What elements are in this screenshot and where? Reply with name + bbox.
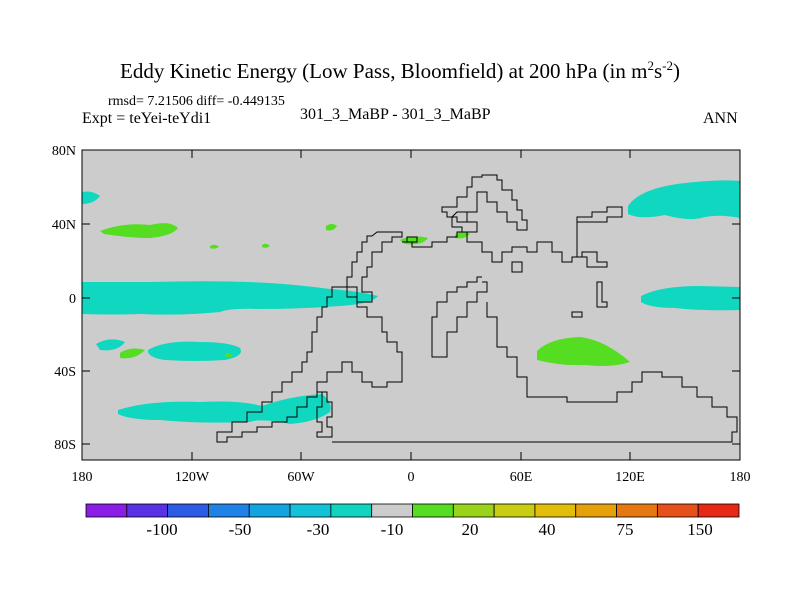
- pos-region-dot-south: [225, 352, 233, 357]
- coast-americas: [216, 231, 403, 443]
- colorbar-label: -50: [229, 520, 252, 539]
- xtick-label: 180: [72, 470, 93, 485]
- pos-region-black-sea: [455, 231, 470, 239]
- xtick-label: 120E: [615, 470, 645, 485]
- colorbar-box: [534, 503, 577, 518]
- colorbar-label: -100: [146, 520, 177, 539]
- colorbar-box: [371, 503, 413, 518]
- colorbar-label: 40: [539, 520, 556, 539]
- colorbar-box: [616, 503, 658, 518]
- colorbar-box: [452, 503, 495, 518]
- ytick-label: 80S: [54, 438, 76, 453]
- neg-region-small-south: [96, 339, 125, 351]
- coast-africa-south: [431, 276, 488, 358]
- pos-region-dot-west: [210, 244, 219, 249]
- ytick-label: 80N: [52, 144, 76, 159]
- colorbar-box: [208, 503, 250, 518]
- neg-region-midlat-south: [148, 341, 241, 361]
- coast-africa-east: [332, 302, 738, 443]
- colorbar-label: 20: [462, 520, 479, 539]
- coast-greenland: [451, 211, 478, 233]
- experiment-label: Expt = teYei-teYdi1: [82, 110, 212, 127]
- stats-label: rmsd= 7.21506 diff= -0.449135: [108, 94, 285, 109]
- neg-region-east-pacific-north: [628, 180, 740, 220]
- xtick-label: 0: [408, 470, 415, 485]
- pos-region-north-pacific: [100, 223, 178, 238]
- pos-region-indian-ocean: [537, 337, 630, 366]
- coast-south-america-tip: [316, 381, 333, 438]
- colorbar-box: [575, 503, 617, 518]
- xtick-label: 180: [730, 470, 751, 485]
- pos-region-south-pacific-small: [120, 348, 145, 359]
- y-axis-ticks: [82, 149, 740, 445]
- colorbar-label: 75: [617, 520, 634, 539]
- x-tick-labels: 180 120W 60W 0 60E 120E 180: [72, 470, 751, 485]
- ytick-label: 0: [69, 292, 76, 307]
- colorbar-box: [85, 503, 128, 518]
- colorbar-label: -30: [307, 520, 330, 539]
- colorbar-box: [330, 503, 373, 518]
- season-label: ANN: [703, 110, 738, 127]
- xtick-label: 60W: [287, 470, 315, 485]
- xtick-label: 120W: [175, 470, 210, 485]
- positive-anomaly-regions: [100, 223, 630, 366]
- ytick-label: 40N: [52, 218, 76, 233]
- colorbar-label: -10: [381, 520, 404, 539]
- colorbar-box: [412, 503, 454, 518]
- colorbar-box: [289, 503, 332, 518]
- neg-region-equatorial-east: [641, 286, 740, 311]
- ytick-label: 40S: [54, 365, 76, 380]
- case-label: 301_3_MaBP - 301_3_MaBP: [300, 106, 491, 123]
- pos-region-north-atlantic: [326, 224, 337, 231]
- pos-region-dot-central: [262, 243, 270, 248]
- colorbar-box: [248, 503, 291, 518]
- colorbar-box: [697, 503, 740, 518]
- neg-region-south-pacific: [118, 394, 331, 424]
- neg-region-west-pacific-north: [82, 191, 100, 204]
- coast-arctic: [441, 174, 528, 231]
- colorbar-box: [493, 503, 536, 518]
- plot-title: Eddy Kinetic Energy (Low Pass, Bloomfiel…: [120, 58, 680, 83]
- colorbar-box: [126, 503, 169, 518]
- coastlines: [216, 174, 738, 443]
- neg-region-equatorial-band: [82, 281, 378, 315]
- colorbar-label: 150: [687, 520, 713, 539]
- colorbar-box: [656, 503, 699, 518]
- coast-eurasia-africa: [402, 206, 623, 268]
- colorbar: [85, 503, 740, 518]
- negative-anomaly-regions: [82, 180, 740, 424]
- xtick-label: 60E: [510, 470, 533, 485]
- coast-islands: [406, 236, 608, 318]
- colorbar-box: [167, 503, 209, 518]
- colorbar-labels: -100 -50 -30 -10 20 40 75 150: [146, 520, 712, 539]
- y-tick-labels: 80N 40N 0 40S 80S: [52, 144, 76, 453]
- x-axis-ticks: [81, 150, 741, 460]
